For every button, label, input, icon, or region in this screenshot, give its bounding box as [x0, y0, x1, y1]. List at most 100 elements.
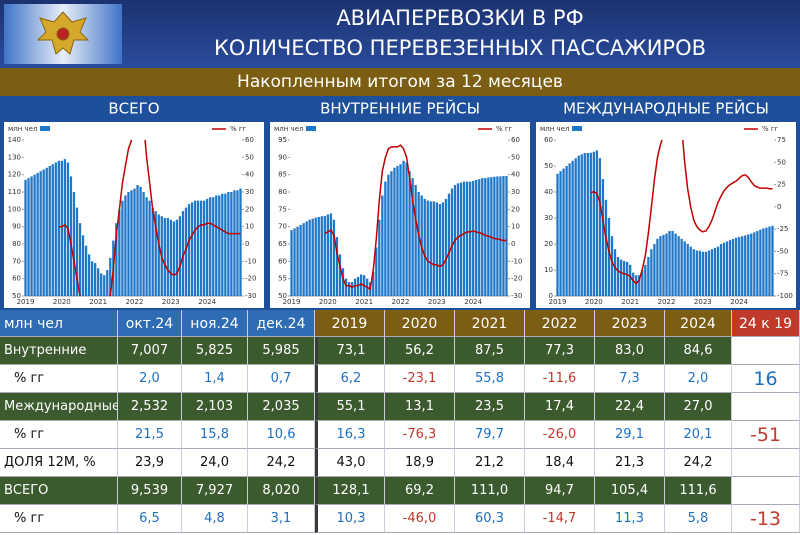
table-cell: 29,1	[595, 421, 665, 449]
bar	[650, 249, 653, 296]
bar	[39, 171, 42, 296]
y2-tick-label: 10	[245, 223, 254, 231]
table-cell	[732, 449, 800, 477]
x-tick-label: 2019	[549, 298, 567, 306]
bar	[559, 171, 562, 296]
bar	[90, 261, 94, 296]
x-tick-label: 2019	[283, 298, 301, 306]
y2-tick-label: 60	[245, 136, 254, 144]
bar	[701, 251, 704, 296]
table-cell: 55,8	[455, 365, 525, 393]
bar	[417, 192, 420, 296]
bar	[484, 178, 487, 296]
bar	[350, 282, 354, 296]
y2-tick-label: 50	[245, 153, 254, 161]
table-cell: 2019	[315, 310, 385, 337]
bar	[233, 190, 236, 296]
y2-tick-label: 20	[511, 205, 520, 213]
x-tick-label: 2023	[162, 298, 180, 306]
bar	[644, 264, 647, 296]
table-cell: % гг	[0, 421, 118, 449]
bar	[762, 228, 765, 296]
bar	[136, 185, 139, 296]
y-tick-label: 90	[12, 223, 21, 231]
bar	[478, 179, 481, 296]
bar	[60, 160, 63, 296]
table-cell: 2,0	[665, 365, 732, 393]
bar	[571, 160, 574, 296]
bar	[423, 198, 426, 296]
bar	[716, 246, 720, 296]
bar	[677, 236, 680, 296]
bar	[759, 229, 762, 296]
x-tick-label: 2020	[585, 298, 603, 306]
bar	[744, 235, 747, 296]
bar	[505, 176, 508, 296]
table-cell: 56,2	[385, 337, 455, 365]
table-cell: 16,3	[315, 421, 385, 449]
x-tick-label: 2024	[198, 298, 216, 306]
x-tick-label: 2022	[392, 298, 410, 306]
table-cell: 20,1	[665, 421, 732, 449]
bar	[411, 178, 414, 296]
y-tick-label: 70	[278, 223, 287, 231]
bar	[290, 230, 293, 296]
bar	[335, 237, 339, 296]
bar	[475, 179, 478, 296]
table-cell: 69,2	[385, 477, 455, 505]
y-tick-label: 120	[8, 171, 21, 179]
bar	[157, 214, 160, 296]
bar	[402, 160, 405, 296]
bar	[353, 278, 357, 296]
bar	[227, 192, 230, 296]
bar	[638, 275, 641, 296]
title: АВИАПЕРЕВОЗКИ В РФ	[336, 6, 584, 30]
table-cell: -11,6	[525, 365, 595, 393]
bar	[695, 250, 698, 296]
table-cell	[732, 337, 800, 365]
bar	[647, 257, 650, 296]
table-cell: 10,3	[315, 505, 385, 533]
chart-title: МЕЖДУНАРОДНЫЕ РЕЙСЫ	[563, 99, 769, 118]
y-tick-label: 75	[278, 205, 287, 213]
bar	[674, 233, 677, 296]
x-tick-label: 2022	[126, 298, 144, 306]
y-tick-label: 60	[12, 275, 21, 283]
bar	[42, 169, 45, 296]
bar	[97, 268, 100, 296]
table-cell: 17,4	[525, 393, 595, 421]
bar	[408, 171, 411, 296]
table-cell: 2,0	[118, 365, 182, 393]
bar	[707, 250, 711, 296]
logo	[4, 4, 122, 64]
bar	[462, 181, 466, 296]
bar	[100, 273, 103, 296]
bar	[378, 219, 381, 296]
bar	[719, 244, 723, 296]
table-cell: 5,8	[665, 505, 732, 533]
y-tick-label: 80	[278, 188, 287, 196]
table-cell: 27,0	[665, 393, 732, 421]
bar	[27, 178, 30, 296]
bar	[133, 188, 136, 296]
bar	[296, 226, 299, 296]
bar	[465, 181, 469, 296]
bar	[299, 224, 302, 296]
table-cell: -51	[732, 421, 800, 449]
y2-tick-label: -25	[777, 225, 788, 233]
header: АВИАПЕРЕВОЗКИ В РФ КОЛИЧЕСТВО ПЕРЕВЕЗЕНН…	[0, 0, 800, 68]
y2-tick-label: 50	[777, 158, 786, 166]
bar	[212, 197, 215, 296]
bar	[496, 176, 499, 296]
x-tick-label: 2021	[355, 298, 373, 306]
table-cell: 7,927	[182, 477, 248, 505]
table-cell: 5,985	[248, 337, 315, 365]
y-tick-label: 50	[12, 292, 21, 300]
bar	[320, 216, 323, 296]
table: млн чел окт.24 ноя.24 дек.24 2019 2020 2021 202…	[0, 310, 800, 535]
bar	[329, 213, 333, 296]
bar	[175, 219, 179, 296]
bar	[347, 282, 351, 296]
table-cell: 22,4	[595, 393, 665, 421]
